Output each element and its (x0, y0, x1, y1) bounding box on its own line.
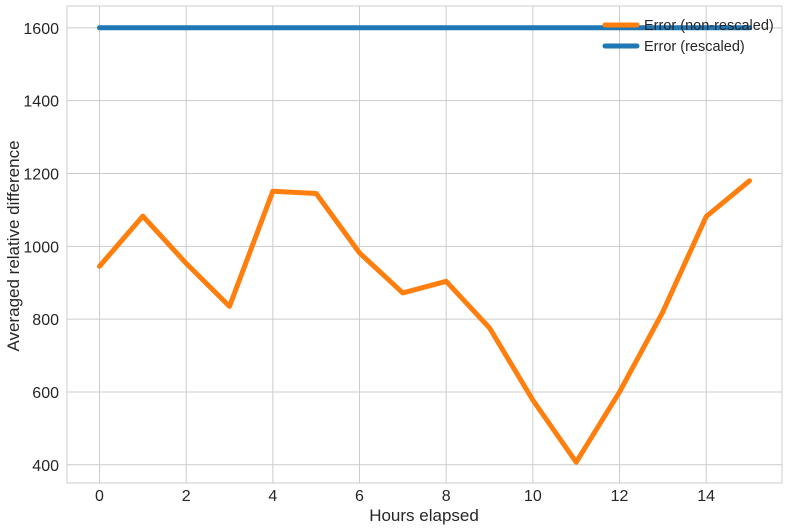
legend-label: Error (non-rescaled) (644, 18, 774, 34)
x-tick-label: 4 (268, 488, 277, 505)
y-tick-label: 800 (32, 312, 59, 329)
legend: Error (non-rescaled) Error (rescaled) (602, 18, 774, 55)
x-axis-title: Hours elapsed (369, 506, 479, 525)
x-tick-label: 2 (182, 488, 191, 505)
x-tick-label: 6 (355, 488, 364, 505)
x-axis-ticks: 0 2 4 6 8 10 12 14 (95, 488, 715, 505)
plot-area (66, 5, 783, 484)
y-axis-ticks: 400 600 800 1000 1200 1400 1600 (23, 21, 59, 475)
series-lines (97, 25, 752, 465)
y-tick-label: 600 (32, 385, 59, 402)
legend-label: Error (rescaled) (644, 39, 745, 55)
x-tick-label: 12 (611, 488, 629, 505)
y-tick-label: 1000 (23, 239, 59, 256)
y-tick-label: 400 (32, 458, 59, 475)
y-tick-label: 1600 (23, 21, 59, 38)
y-tick-label: 1200 (23, 166, 59, 183)
x-tick-label: 0 (95, 488, 104, 505)
x-tick-label: 14 (697, 488, 715, 505)
x-tick-label: 10 (524, 488, 542, 505)
y-tick-label: 1400 (23, 94, 59, 111)
x-tick-label: 8 (442, 488, 451, 505)
y-axis-title: Averaged relative difference (4, 140, 23, 351)
series-line-non-rescaled (97, 178, 752, 465)
